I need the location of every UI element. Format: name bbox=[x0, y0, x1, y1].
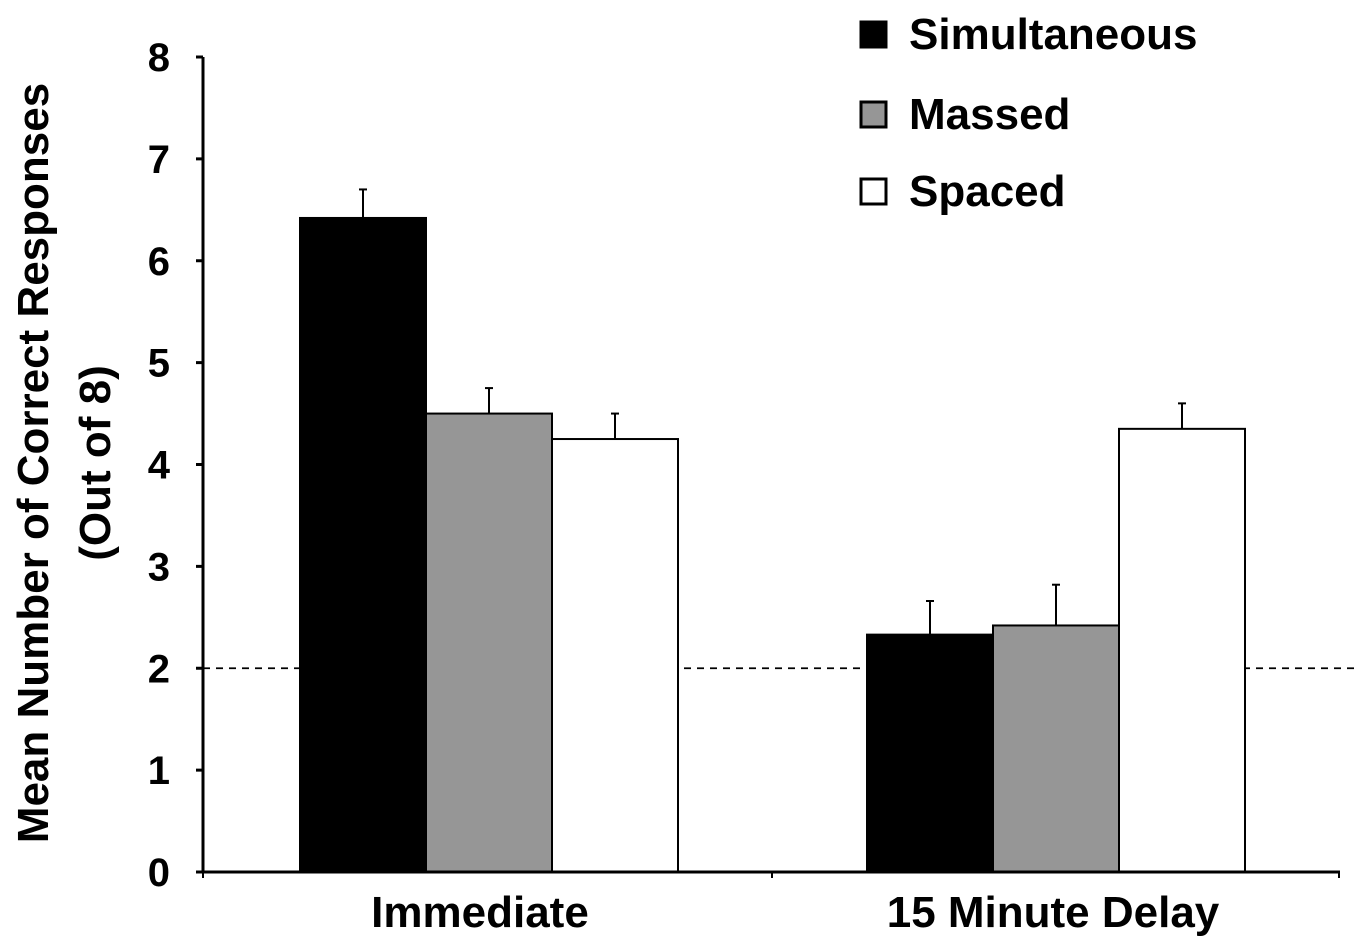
bar-massed-15-minute-delay bbox=[992, 624, 1120, 874]
y-tick-label: 8 bbox=[148, 36, 170, 80]
legend: Simultaneous Massed Spaced bbox=[859, 10, 1198, 216]
legend-swatch-simultaneous bbox=[859, 20, 888, 49]
bar-spaced-15-minute-delay bbox=[1118, 427, 1246, 873]
y-tick-label: 7 bbox=[148, 138, 170, 182]
legend-swatch-massed bbox=[859, 100, 888, 129]
bar-simultaneous-immediate bbox=[299, 216, 427, 873]
x-category-label: 15 Minute Delay bbox=[887, 888, 1220, 937]
y-tick-label: 3 bbox=[148, 545, 170, 589]
y-tick-label: 1 bbox=[148, 749, 170, 793]
y-tick-label: 4 bbox=[148, 444, 171, 488]
bar-spaced-immediate bbox=[551, 438, 679, 873]
bar-massed-immediate bbox=[425, 412, 553, 873]
y-tick-label: 0 bbox=[148, 851, 170, 895]
y-axis-label-2: (Out of 8) bbox=[71, 365, 120, 561]
legend-label-spaced: Spaced bbox=[909, 167, 1066, 216]
legend-label-simultaneous: Simultaneous bbox=[909, 10, 1198, 59]
bar-simultaneous-15-minute-delay bbox=[866, 633, 994, 873]
x-category-label: Immediate bbox=[371, 888, 589, 937]
legend-swatch-spaced bbox=[859, 177, 888, 206]
y-axis-label-line1: Mean Number of Correct Responses bbox=[9, 83, 58, 843]
y-tick-label: 5 bbox=[148, 342, 170, 386]
legend-label-massed: Massed bbox=[909, 90, 1070, 139]
y-tick-label: 2 bbox=[148, 647, 170, 691]
y-axis-label: Mean Number of Correct Responses bbox=[9, 83, 58, 843]
y-axis-label-line2: (Out of 8) bbox=[71, 365, 120, 561]
y-tick-label: 6 bbox=[148, 240, 170, 284]
